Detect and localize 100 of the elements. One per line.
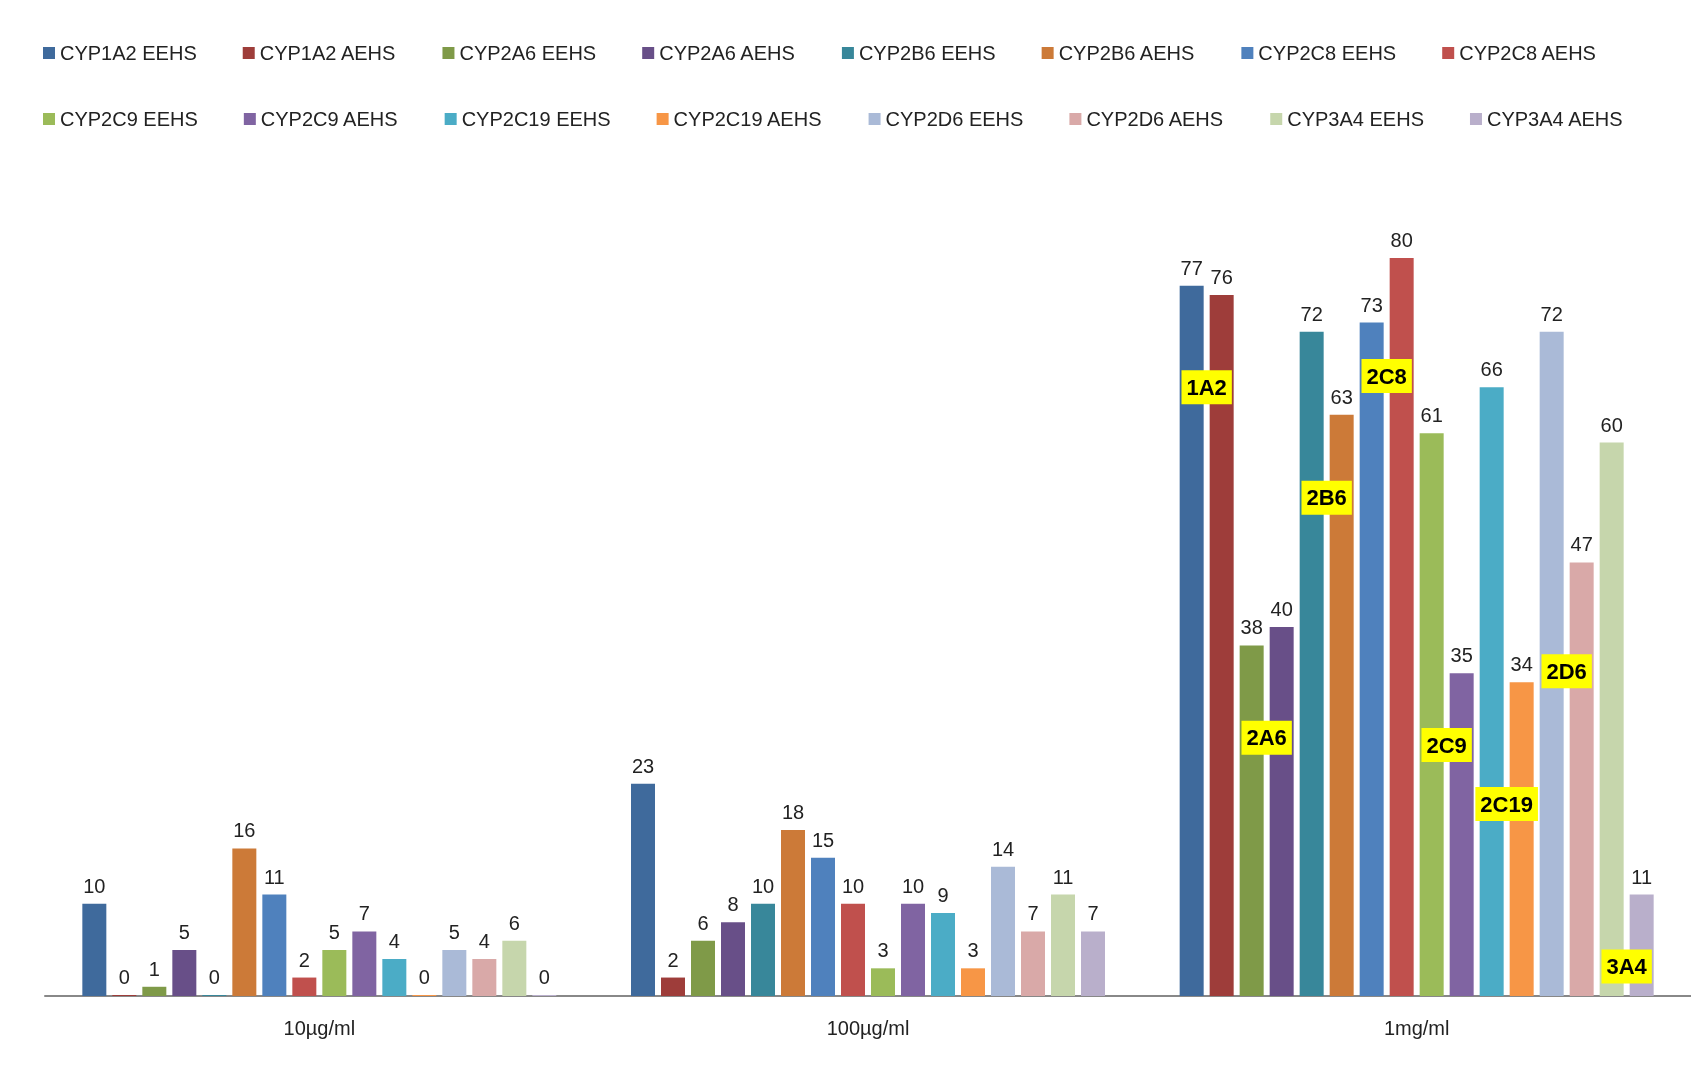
data-label: 0: [538, 966, 550, 988]
data-label: 11: [1052, 865, 1074, 888]
annotation: 2D6: [1546, 658, 1587, 684]
bar: [841, 903, 865, 996]
x-tick-label: 1mg/ml: [1383, 1017, 1450, 1039]
data-label: 3: [967, 939, 979, 962]
data-label: 10: [901, 874, 925, 897]
data-label: 47: [1570, 533, 1593, 556]
annotation: 2C9: [1426, 732, 1467, 758]
data-label: 76: [1210, 265, 1233, 288]
legend-label: CYP1A2 EEHS: [60, 42, 197, 64]
data-label: 38: [1240, 616, 1263, 639]
legend-label: CYP2C19 AEHS: [673, 108, 822, 130]
data-label: 0: [418, 966, 430, 988]
x-tick-label: 10µg/ml: [283, 1017, 356, 1039]
data-label: 16: [233, 819, 256, 842]
data-label: 80: [1390, 229, 1413, 251]
bar: [262, 894, 287, 996]
bar: [1021, 931, 1045, 996]
data-label: 77: [1180, 256, 1203, 279]
bar: [931, 912, 955, 996]
data-label: 72: [1300, 302, 1323, 325]
data-label: 2: [298, 948, 310, 971]
data-label: 40: [1270, 598, 1293, 620]
legend-label: CYP1A2 AEHS: [259, 42, 396, 64]
legend-label: CYP2B6 AEHS: [1058, 42, 1195, 64]
bar: [1051, 894, 1075, 996]
data-label: 6: [697, 911, 709, 934]
legend-label: CYP3A4 AEHS: [1486, 108, 1623, 130]
data-label: 23: [631, 754, 655, 777]
bar: [322, 949, 347, 996]
bar: [172, 949, 197, 996]
data-label: 72: [1540, 302, 1563, 325]
data-label: 63: [1330, 385, 1353, 408]
data-label: 1: [148, 957, 160, 980]
data-label: 15: [811, 828, 835, 851]
data-label: 73: [1360, 293, 1383, 316]
data-label: 9: [937, 883, 949, 906]
data-label: 10: [83, 874, 106, 897]
legend-label: CYP2C19 EEHS: [461, 108, 611, 130]
data-label: 66: [1480, 358, 1503, 381]
data-label: 2: [667, 948, 679, 971]
legend-label: CYP2C9 EEHS: [60, 108, 198, 130]
data-label: 6: [508, 911, 520, 934]
bar: [781, 829, 805, 996]
bar: [232, 848, 257, 996]
bar: [631, 783, 655, 996]
annotation: 2B6: [1306, 485, 1347, 511]
legend-label: CYP2C8 AEHS: [1459, 42, 1596, 64]
data-label: 5: [448, 920, 460, 943]
bar: [142, 986, 167, 996]
legend-label: CYP2C8 EEHS: [1258, 42, 1397, 64]
data-label: 14: [991, 837, 1015, 860]
data-label: 0: [208, 966, 220, 988]
bar: [661, 977, 685, 996]
bar: [442, 949, 467, 996]
annotation: 2A6: [1246, 725, 1287, 751]
data-label: 7: [358, 902, 370, 925]
data-label: 11: [263, 865, 285, 888]
annotation: 3A4: [1606, 953, 1648, 979]
bar: [382, 959, 407, 996]
data-label: 61: [1420, 404, 1443, 427]
bar: [871, 968, 895, 996]
data-label: 11: [1631, 865, 1653, 888]
legend-label: CYP2D6 AEHS: [1086, 108, 1224, 130]
data-label: 60: [1600, 413, 1623, 436]
legend-label: CYP3A4 EEHS: [1287, 108, 1424, 130]
legend-label: CYP2A6 EEHS: [459, 42, 597, 64]
bar: [1081, 931, 1105, 996]
bar: [901, 903, 925, 996]
annotation: 1A2: [1186, 374, 1227, 400]
data-label: 10: [751, 874, 775, 897]
data-label: 7: [1087, 902, 1099, 925]
legend-label: CYP2D6 EEHS: [885, 108, 1024, 130]
data-label: 5: [178, 920, 190, 943]
bar: [751, 903, 775, 996]
data-label: 4: [388, 930, 400, 953]
x-tick-label: 100µg/ml: [826, 1017, 910, 1039]
bar: [991, 866, 1015, 996]
data-label: 10: [841, 874, 865, 897]
data-label: 7: [1027, 902, 1039, 925]
data-label: 3: [877, 939, 889, 962]
bar: [502, 940, 527, 996]
data-label: 18: [781, 800, 805, 823]
data-label: 35: [1450, 644, 1473, 667]
data-label: 8: [727, 893, 739, 916]
annotation: 2C19: [1480, 791, 1533, 817]
legend-label: CYP2B6 EEHS: [858, 42, 996, 64]
bar: [811, 857, 835, 996]
bar: [721, 922, 745, 996]
bar: [961, 968, 985, 996]
data-label: 34: [1510, 653, 1533, 676]
annotation: 2C8: [1366, 363, 1407, 389]
data-label: 5: [328, 920, 340, 943]
bar: [82, 903, 107, 996]
bar: [691, 940, 715, 996]
bar: [352, 931, 377, 996]
legend-label: CYP2C9 AEHS: [260, 108, 398, 130]
legend-label: CYP2A6 AEHS: [659, 42, 795, 64]
data-label: 4: [478, 930, 490, 953]
